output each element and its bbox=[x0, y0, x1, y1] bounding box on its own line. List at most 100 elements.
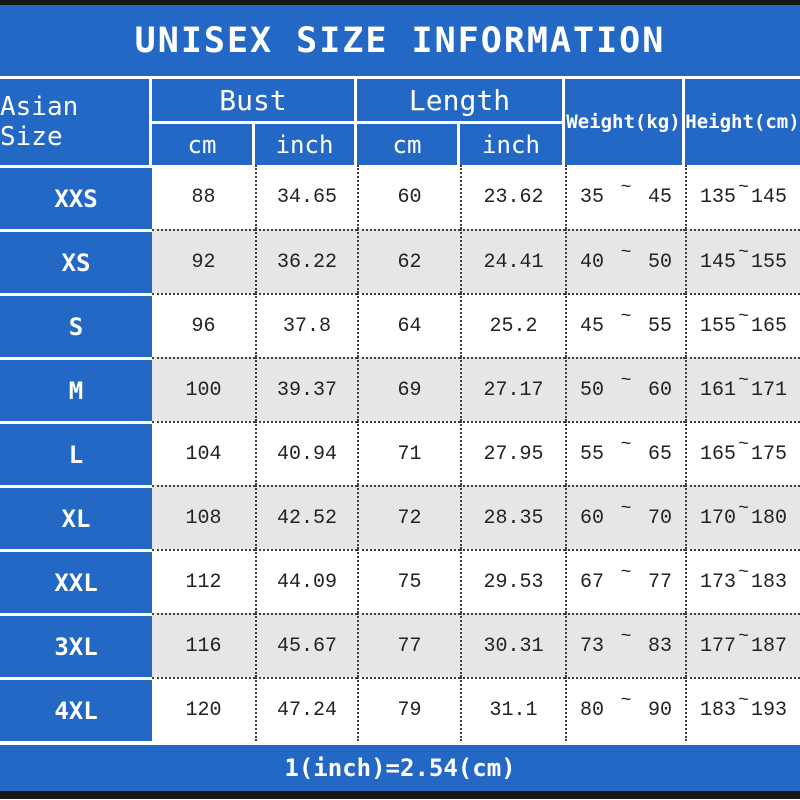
tilde-glyph: ~ bbox=[620, 691, 632, 711]
length-cm-cell: 79 bbox=[357, 677, 460, 741]
length-cm-cell: 71 bbox=[357, 421, 460, 485]
length-cm-cell: 75 bbox=[357, 549, 460, 613]
height-max: 183 bbox=[750, 570, 787, 594]
height-max: 171 bbox=[750, 378, 787, 402]
size-cell: 3XL bbox=[0, 613, 152, 677]
height-min: 183 bbox=[700, 698, 737, 722]
size-cell: XXS bbox=[0, 165, 152, 229]
bust-cm-cell: 96 bbox=[152, 293, 255, 357]
height-range-cell: 173 ~ 183 bbox=[685, 549, 800, 613]
length-cm-cell: 72 bbox=[357, 485, 460, 549]
height-max: 165 bbox=[750, 314, 787, 338]
length-inch-cell: 25.2 bbox=[460, 293, 565, 357]
height-min: 170 bbox=[700, 506, 737, 530]
bust-cm-cell: 120 bbox=[152, 677, 255, 741]
weight-range-cell: 45 ~ 55 bbox=[565, 293, 685, 357]
weight-range-cell: 35 ~ 45 bbox=[565, 165, 685, 229]
weight-min: 40 bbox=[580, 250, 605, 274]
weight-min: 73 bbox=[580, 634, 605, 658]
weight-range-cell: 80 ~ 90 bbox=[565, 677, 685, 741]
weight-range-cell: 50 ~ 60 bbox=[565, 357, 685, 421]
column-header-length: Length bbox=[357, 79, 565, 124]
length-inch-cell: 24.41 bbox=[460, 229, 565, 293]
size-cell: M bbox=[0, 357, 152, 421]
size-cell: XS bbox=[0, 229, 152, 293]
tilde-glyph: ~ bbox=[620, 627, 632, 647]
height-max: 175 bbox=[750, 442, 787, 466]
tilde-glyph: ~ bbox=[620, 243, 632, 263]
table-row-xxl: XXL 112 44.09 75 29.53 67 ~ 77 173 ~ 183 bbox=[0, 549, 800, 613]
tilde-glyph: ~ bbox=[620, 371, 632, 391]
height-min: 173 bbox=[700, 570, 737, 594]
height-min: 177 bbox=[700, 634, 737, 658]
tilde-glyph: ~ bbox=[738, 435, 749, 455]
weight-max: 45 bbox=[647, 185, 672, 209]
tilde-glyph: ~ bbox=[620, 499, 632, 519]
bust-cm-cell: 92 bbox=[152, 229, 255, 293]
weight-min: 35 bbox=[580, 185, 605, 209]
table-row-xl: XL 108 42.52 72 28.35 60 ~ 70 170 ~ 180 bbox=[0, 485, 800, 549]
bust-inch-cell: 39.37 bbox=[255, 357, 357, 421]
length-inch-cell: 28.35 bbox=[460, 485, 565, 549]
weight-max: 60 bbox=[647, 378, 672, 402]
tilde-glyph: ~ bbox=[620, 563, 632, 583]
bust-inch-cell: 42.52 bbox=[255, 485, 357, 549]
tilde-glyph: ~ bbox=[738, 307, 749, 327]
height-min: 135 bbox=[700, 185, 737, 209]
table-row-xs: XS 92 36.22 62 24.41 40 ~ 50 145 ~ 155 bbox=[0, 229, 800, 293]
weight-max: 90 bbox=[647, 698, 672, 722]
table-header: Asian Size Bust Length Weight(kg) Height… bbox=[0, 79, 800, 165]
height-range-cell: 165 ~ 175 bbox=[685, 421, 800, 485]
length-inch-cell: 29.53 bbox=[460, 549, 565, 613]
title-band: UNISEX SIZE INFORMATION bbox=[0, 0, 800, 79]
tilde-glyph: ~ bbox=[738, 691, 749, 711]
footer-band: 1(inch)=2.54(cm) bbox=[0, 741, 800, 799]
length-inch-cell: 23.62 bbox=[460, 165, 565, 229]
height-min: 155 bbox=[700, 314, 737, 338]
bust-cm-cell: 88 bbox=[152, 165, 255, 229]
length-inch-cell: 27.17 bbox=[460, 357, 565, 421]
weight-min: 50 bbox=[580, 378, 605, 402]
height-max: 145 bbox=[750, 185, 787, 209]
height-min: 145 bbox=[700, 250, 737, 274]
size-cell: S bbox=[0, 293, 152, 357]
page-title: UNISEX SIZE INFORMATION bbox=[134, 20, 666, 61]
weight-range-cell: 67 ~ 77 bbox=[565, 549, 685, 613]
conversion-note: 1(inch)=2.54(cm) bbox=[284, 754, 516, 782]
length-inch-cell: 30.31 bbox=[460, 613, 565, 677]
tilde-glyph: ~ bbox=[738, 499, 749, 519]
bust-inch-cell: 45.67 bbox=[255, 613, 357, 677]
table-row-m: M 100 39.37 69 27.17 50 ~ 60 161 ~ 171 bbox=[0, 357, 800, 421]
height-max: 155 bbox=[750, 250, 787, 274]
length-inch-cell: 27.95 bbox=[460, 421, 565, 485]
weight-min: 67 bbox=[580, 570, 605, 594]
weight-max: 55 bbox=[647, 314, 672, 338]
weight-range-cell: 60 ~ 70 bbox=[565, 485, 685, 549]
tilde-glyph: ~ bbox=[620, 307, 632, 327]
weight-min: 60 bbox=[580, 506, 605, 530]
bust-inch-cell: 40.94 bbox=[255, 421, 357, 485]
weight-min: 45 bbox=[580, 314, 605, 338]
height-range-cell: 145 ~ 155 bbox=[685, 229, 800, 293]
bust-inch-cell: 44.09 bbox=[255, 549, 357, 613]
tilde-glyph: ~ bbox=[620, 435, 632, 455]
bust-cm-cell: 100 bbox=[152, 357, 255, 421]
tilde-glyph: ~ bbox=[738, 243, 749, 263]
column-header-weight: Weight(kg) bbox=[565, 79, 685, 165]
weight-max: 65 bbox=[647, 442, 672, 466]
height-max: 180 bbox=[750, 506, 787, 530]
height-range-cell: 155 ~ 165 bbox=[685, 293, 800, 357]
weight-range-cell: 73 ~ 83 bbox=[565, 613, 685, 677]
size-cell: 4XL bbox=[0, 677, 152, 741]
length-inch-cell: 31.1 bbox=[460, 677, 565, 741]
length-cm-cell: 62 bbox=[357, 229, 460, 293]
height-max: 187 bbox=[750, 634, 787, 658]
table-row-s: S 96 37.8 64 25.2 45 ~ 55 155 ~ 165 bbox=[0, 293, 800, 357]
height-range-cell: 183 ~ 193 bbox=[685, 677, 800, 741]
subheader-bust-inch: inch bbox=[255, 124, 357, 165]
bust-cm-cell: 116 bbox=[152, 613, 255, 677]
weight-min: 80 bbox=[580, 698, 605, 722]
column-header-asian-size: Asian Size bbox=[0, 79, 152, 165]
table-row-3xl: 3XL 116 45.67 77 30.31 73 ~ 83 177 ~ 187 bbox=[0, 613, 800, 677]
weight-max: 83 bbox=[647, 634, 672, 658]
